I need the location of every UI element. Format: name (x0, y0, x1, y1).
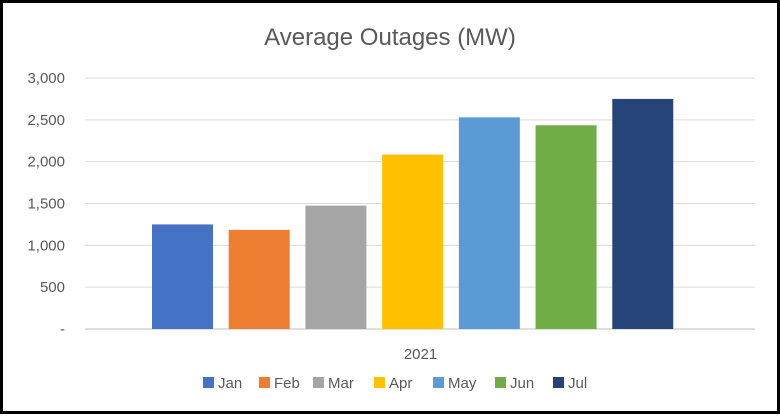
y-tick-label: 3,000 (27, 70, 65, 87)
bar-may (458, 117, 520, 329)
x-axis-categories: 2021 (404, 346, 437, 363)
legend-swatch (203, 377, 214, 388)
bar-jul (612, 98, 674, 330)
legend-item-may: May (433, 375, 477, 392)
bar-jun (535, 125, 597, 329)
legend-swatch (495, 377, 506, 388)
bars (152, 98, 674, 330)
legend-item-feb: Feb (259, 375, 300, 392)
legend: Jan Feb Mar Apr May Jun Jul (203, 375, 587, 392)
x-category-label: 2021 (404, 346, 437, 363)
legend-swatch (374, 377, 385, 388)
legend-swatch (433, 377, 444, 388)
legend-swatch (553, 377, 564, 388)
legend-item-apr: Apr (374, 375, 412, 392)
bar-mar (305, 205, 367, 329)
y-tick-label: 2,000 (27, 154, 65, 171)
legend-item-mar: Mar (313, 375, 354, 392)
legend-label: Jun (510, 375, 534, 392)
bar-jan (152, 224, 213, 329)
legend-swatch (259, 377, 270, 388)
bar-chart: Average Outages (MW) - 500 1,000 1,500 2,000… (27, 24, 755, 392)
y-tick-label: 1,000 (27, 237, 65, 254)
legend-item-jan: Jan (203, 375, 242, 392)
bar-apr (382, 154, 444, 329)
legend-label: Jan (218, 375, 242, 392)
legend-label: Jul (568, 375, 587, 392)
legend-label: May (448, 375, 477, 392)
y-axis-ticks: - 500 1,000 1,500 2,000 2,500 3,000 (27, 70, 65, 338)
y-tick-label: 500 (40, 279, 65, 296)
y-tick-label: 1,500 (27, 196, 65, 213)
legend-item-jul: Jul (553, 375, 587, 392)
legend-label: Mar (328, 375, 354, 392)
legend-item-jun: Jun (495, 375, 534, 392)
y-tick-label: - (60, 321, 65, 338)
y-tick-label: 2,500 (27, 112, 65, 129)
bar-feb (228, 229, 290, 329)
legend-label: Feb (274, 375, 300, 392)
chart-title: Average Outages (MW) (264, 24, 516, 51)
legend-label: Apr (389, 375, 412, 392)
legend-swatch (313, 377, 324, 388)
